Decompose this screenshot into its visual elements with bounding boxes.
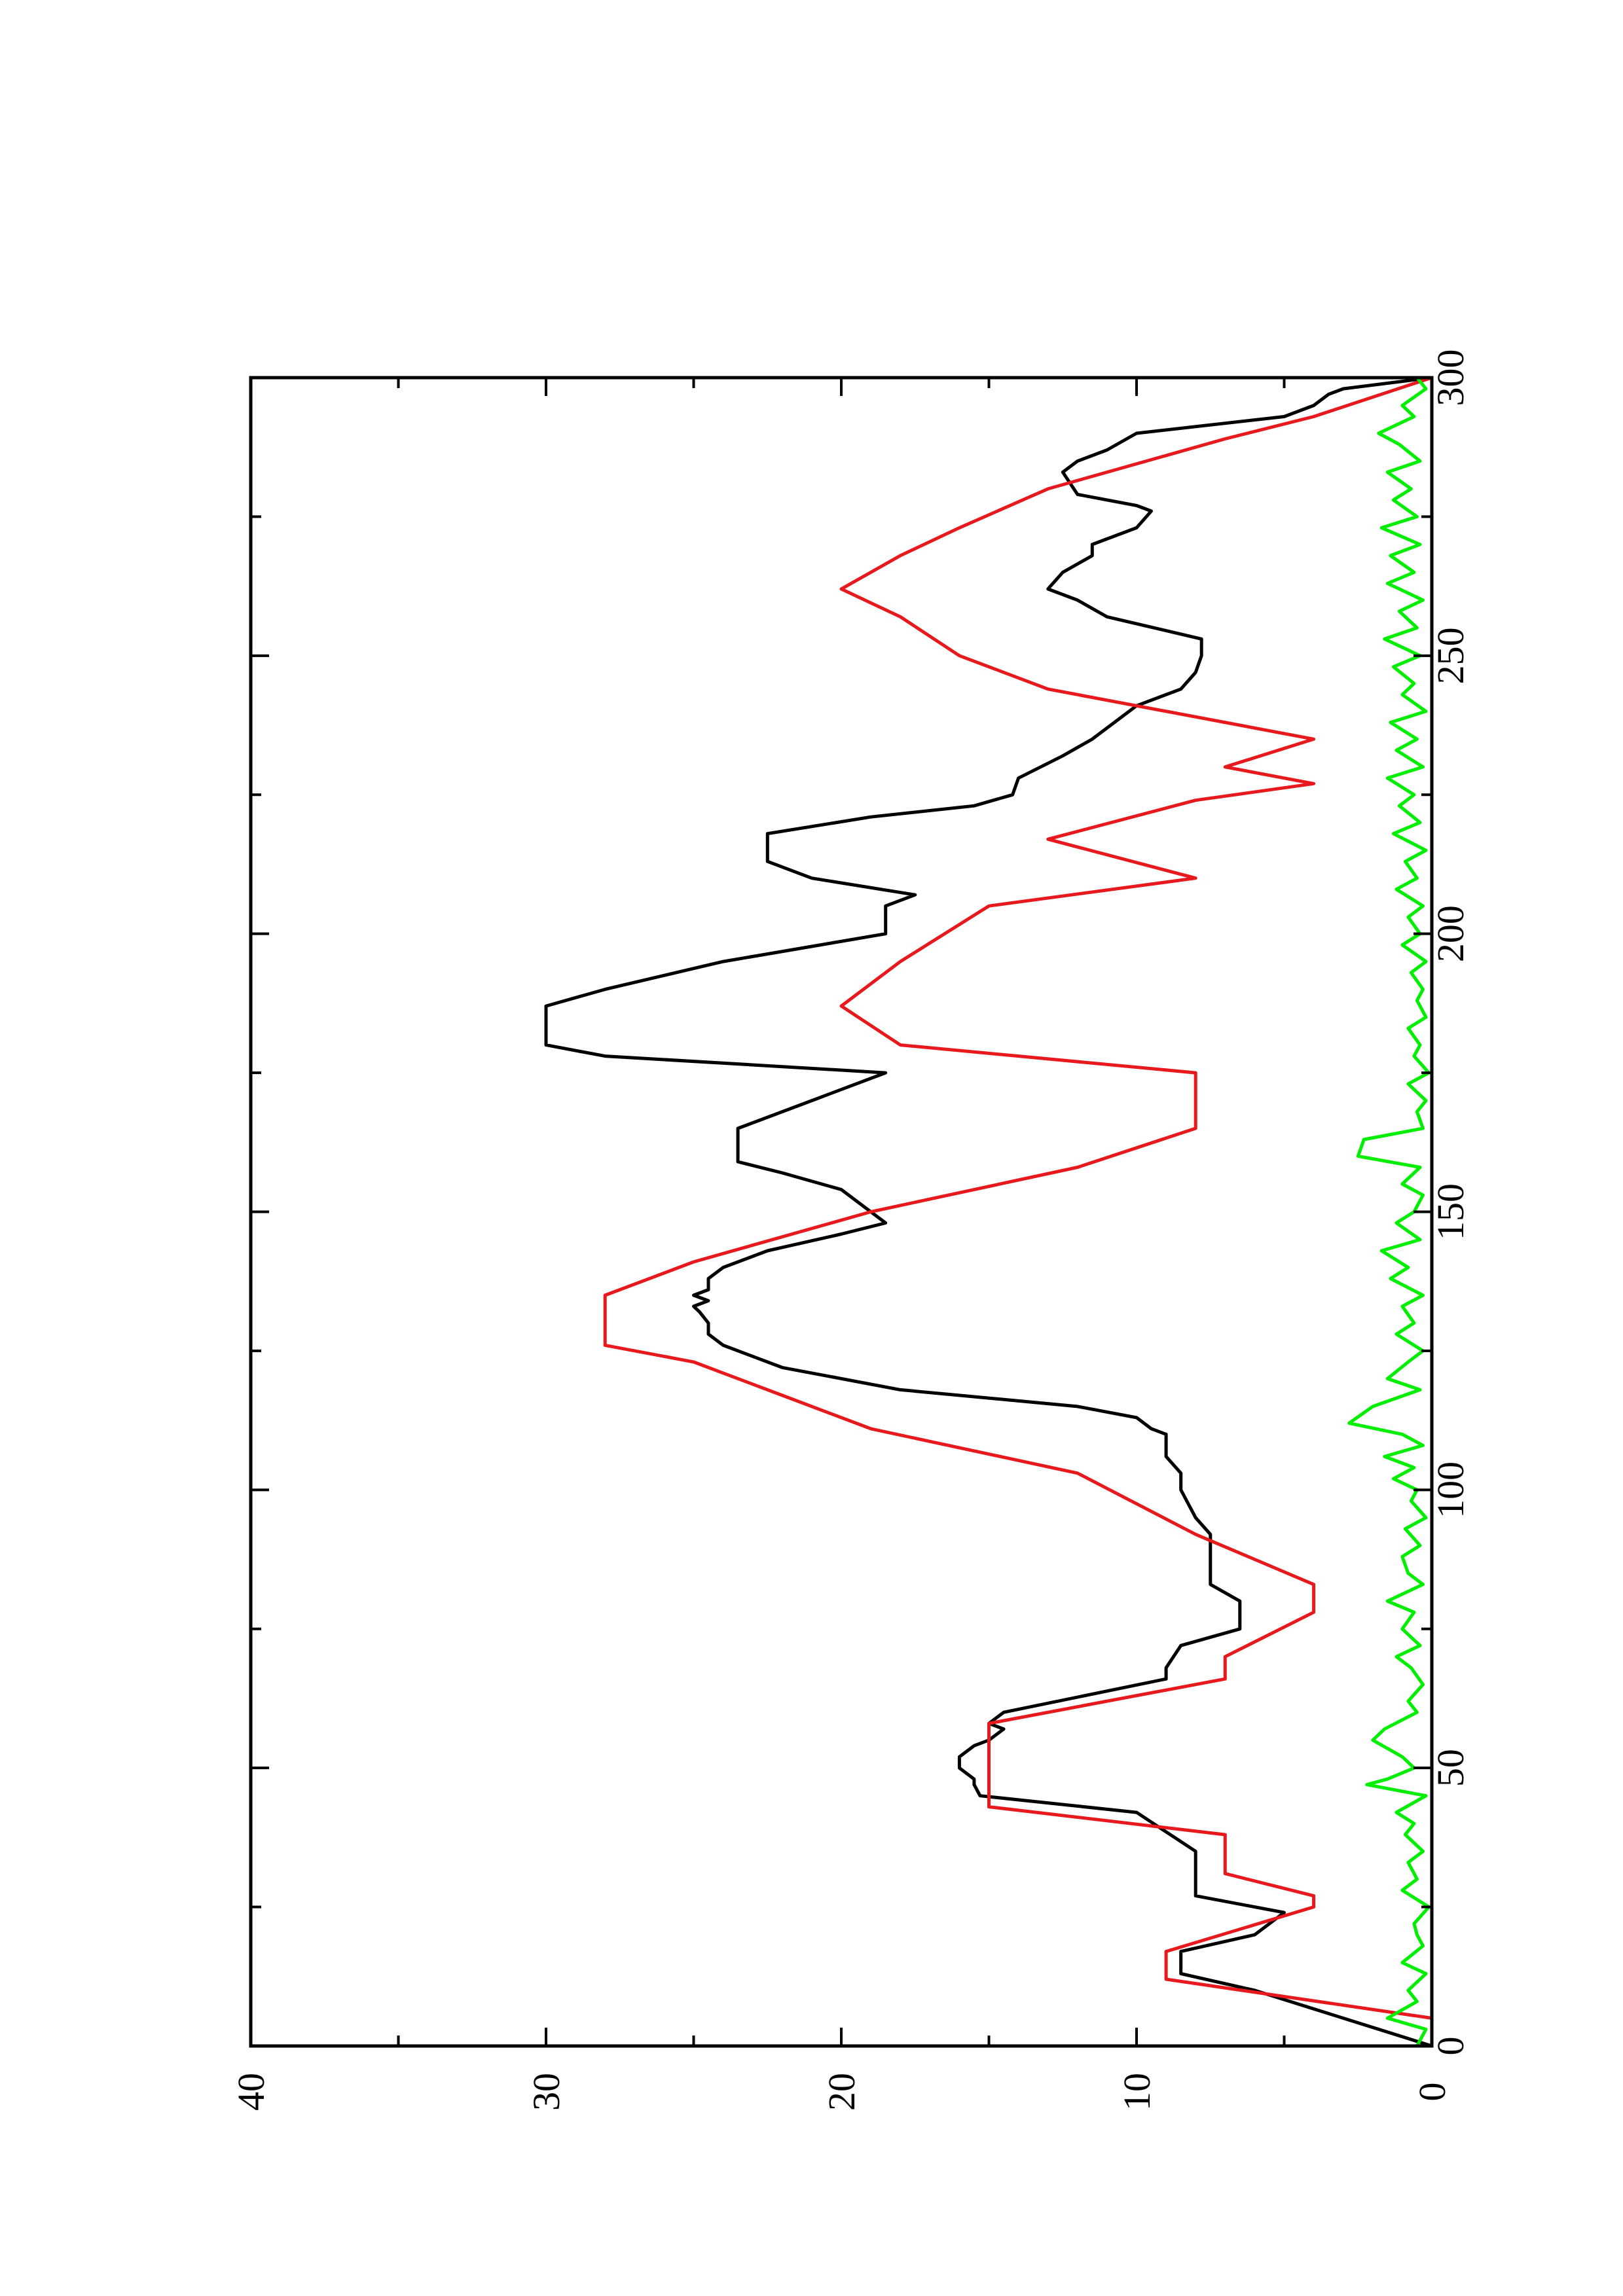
series-line-2	[603, 376, 1434, 2046]
series-line-3	[1347, 376, 1431, 2047]
series-layer	[544, 376, 1434, 2048]
y-tick-label-30: 30	[525, 2073, 568, 2111]
x-tick-label-50: 50	[1429, 1749, 1472, 1787]
y-tick-label-0: 0	[1411, 2083, 1453, 2102]
x-tick-label-100: 100	[1429, 1462, 1472, 1518]
plot-background	[251, 378, 1432, 2046]
x-tick-label-150: 150	[1429, 1183, 1472, 1240]
x-tick-label-250: 250	[1429, 627, 1472, 684]
y-tick-label-40: 40	[230, 2073, 272, 2111]
series-line-1	[544, 376, 1432, 2048]
x-tick-label-300: 300	[1429, 350, 1472, 406]
plot-frame	[249, 376, 1434, 2048]
y-tick-label-20: 20	[820, 2073, 863, 2111]
x-tick-label-0: 0	[1429, 2037, 1472, 2056]
label-layer: 0 50 100 150 200 250 300 0 10 20 30 40	[230, 350, 1472, 2111]
x-tick-label-200: 200	[1429, 905, 1472, 962]
y-tick-label-10: 10	[1116, 2073, 1158, 2111]
